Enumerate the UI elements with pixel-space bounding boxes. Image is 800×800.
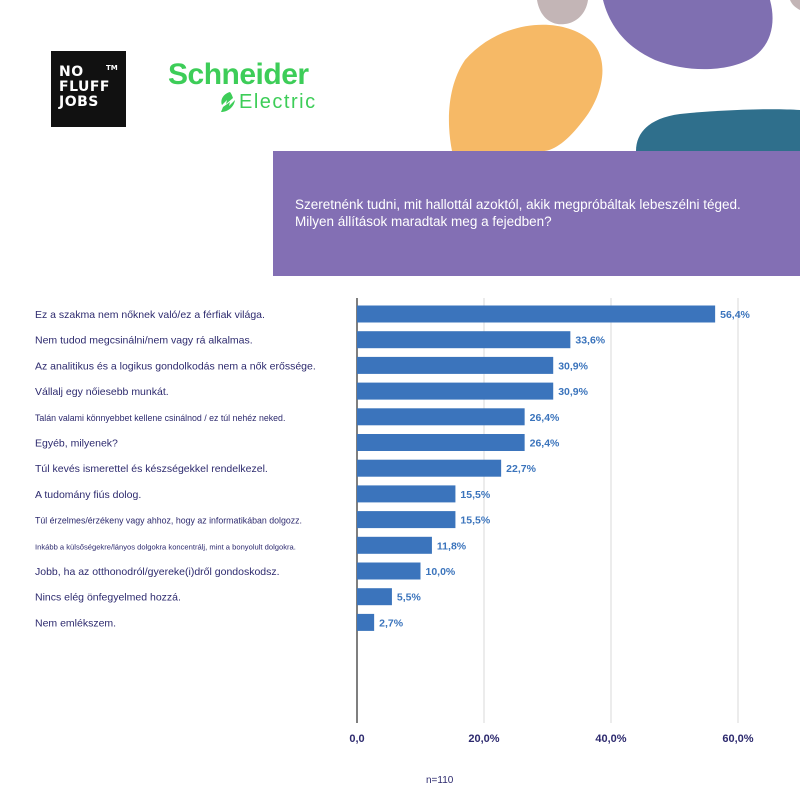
data-label: 5,5% [397,592,422,604]
x-tick-label: 20,0% [468,733,499,745]
bar [357,305,716,323]
bar [357,536,432,554]
category-label: Inkább a külsőségekre/lányos dolgokra ko… [35,542,296,551]
category-label: Ez a szakma nem nőknek való/ez a férfiak… [35,309,265,321]
question-text: Szeretnénk tudni, mit hallottál azoktól,… [295,197,741,229]
nofluffjobs-logo-line-2: FLUFF [59,79,110,95]
bar [357,562,421,580]
bar [357,408,525,426]
category-label: Talán valami könnyebbet kellene csinálno… [35,413,285,423]
data-label: 56,4% [720,309,750,321]
data-label: 2,7% [379,617,404,629]
bar [357,459,502,477]
data-label: 15,5% [460,489,490,501]
bar [357,382,554,400]
schneider-logo-sub: Electric [239,91,317,113]
category-label: A tudomány fiús dolog. [35,489,141,501]
schneider-logo-name: Schneider [168,58,309,91]
nofluffjobs-logo-line-1: NO [59,64,84,80]
category-label: Jobb, ha az otthonodról/gyereke(i)dről g… [35,566,280,578]
bar [357,356,554,374]
gray-blob-shape [537,0,588,25]
bar [357,613,375,631]
data-label: 11,8% [437,540,467,552]
sample-size-label: n=110 [426,775,454,786]
nofluffjobs-logo: NO FLUFF JOBS TM [51,51,126,127]
bar [357,485,456,503]
bar [357,434,525,451]
data-label: 30,9% [558,360,588,372]
question-panel: Szeretnénk tudni, mit hallottál azoktól,… [273,151,800,276]
data-label: 33,6% [575,335,605,347]
category-label: Egyéb, milyenek? [35,438,118,450]
bar [357,331,571,349]
category-label: Nincs elég önfegyelmed hozzá. [35,592,181,604]
teal-blob-shape [636,109,800,151]
schneider-life-is-on-icon [221,92,235,112]
data-label: 10,0% [426,566,456,578]
bar [357,511,456,529]
data-label: 26,4% [530,438,560,450]
category-label: Az analitikus és a logikus gondolkodás n… [35,360,316,372]
nofluffjobs-logo-line-3: JOBS [59,94,99,110]
gray-blob-right-shape [790,0,800,10]
bar [357,588,392,606]
category-label: Nem tudod megcsinálni/nem vagy rá alkalm… [35,335,253,347]
data-label: 30,9% [558,386,588,398]
bar-chart: 0,0 20,0% 40,0% 60,0% Ez a szakma nem nőknek… [35,298,754,745]
x-tick-label: 40,0% [595,733,626,745]
category-label: Túl érzelmes/érzékeny vagy ahhoz, hogy a… [35,516,302,526]
category-label: Nem emlékszem. [35,617,116,629]
x-tick-label: 60,0% [722,733,753,745]
data-label: 22,7% [506,463,536,475]
schneider-electric-logo: Schneider Electric [168,58,348,118]
category-label: Túl kevés ismerettel és készségekkel ren… [35,463,268,475]
nofluffjobs-logo-tm: TM [106,64,118,72]
category-label: Vállalj egy nőiesebb munkát. [35,386,169,398]
data-label: 15,5% [460,515,490,527]
data-label: 26,4% [530,412,560,424]
orange-leaf-shape [448,24,603,152]
x-tick-label: 0,0 [349,733,364,745]
purple-blob-shape [603,0,773,70]
